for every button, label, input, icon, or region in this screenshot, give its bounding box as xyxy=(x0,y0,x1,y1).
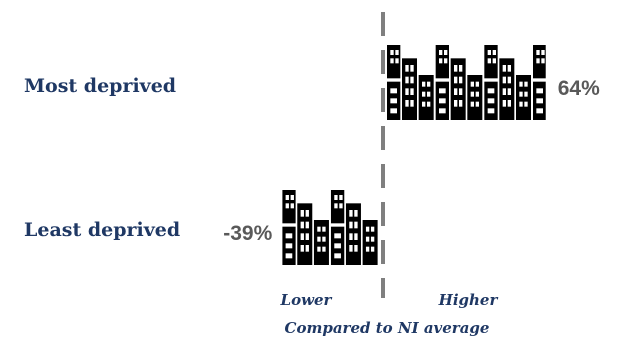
building-icon xyxy=(387,45,434,120)
building-icon xyxy=(435,45,483,120)
building-icon xyxy=(484,45,531,120)
value-label-least-deprived: -39% xyxy=(223,222,272,245)
axis-higher-label: Higher xyxy=(438,291,499,309)
bar-most-deprived xyxy=(387,45,546,120)
building-icon xyxy=(282,190,329,265)
building-icon xyxy=(330,190,378,265)
value-label-most-deprived: 64% xyxy=(558,77,600,100)
axis-lower-label: Lower xyxy=(280,291,333,309)
category-label-most-deprived: Most deprived xyxy=(24,75,176,97)
bar-least-deprived xyxy=(282,190,378,265)
category-label-least-deprived: Least deprived xyxy=(24,219,180,241)
x-axis-title: Compared to NI average xyxy=(285,319,490,337)
